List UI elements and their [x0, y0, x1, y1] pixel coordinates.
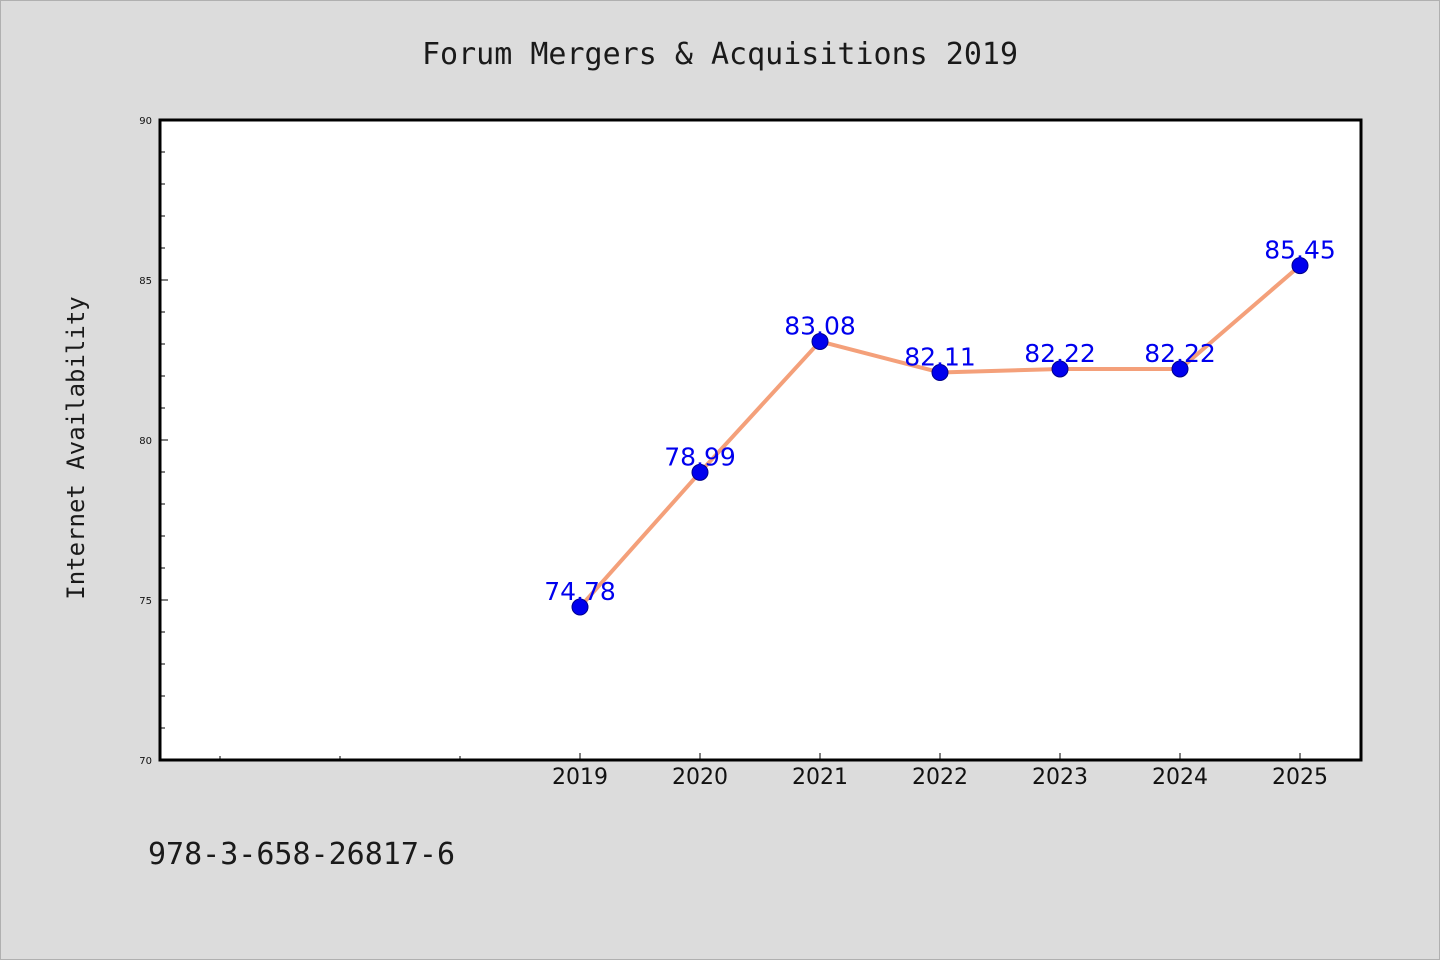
data-label: 82.22: [1144, 339, 1216, 368]
y-tick-label: 75: [139, 596, 152, 607]
x-tick-labels: 2019 2020 2021 2022 2023 2024 2025: [552, 765, 1328, 790]
footer-identifier: 978-3-658-26817-6: [148, 837, 455, 872]
data-labels-layer: 74.78 78.99 83.08 82.11 82.22 82.22 85.45: [544, 236, 1336, 606]
data-label: 83.08: [784, 311, 856, 340]
x-tick-label: 2021: [792, 765, 848, 790]
data-label: 74.78: [544, 577, 616, 606]
data-point: [811, 332, 829, 350]
x-tick-label: 2025: [1272, 765, 1328, 790]
chart-title: Forum Mergers & Acquisitions 2019: [422, 37, 1018, 72]
y-axis-label: Internet Availability: [62, 296, 90, 599]
x-tick-label: 2022: [912, 765, 968, 790]
data-point: [571, 598, 589, 616]
data-point: [691, 463, 709, 481]
y-tick-label: 80: [139, 436, 152, 447]
axis-ticks: [160, 119, 1301, 761]
y-tick-label: 70: [139, 756, 152, 767]
y-tick-labels: 70 75 80 85 90: [139, 116, 152, 767]
data-label: 78.99: [664, 442, 736, 471]
y-tick-label: 90: [139, 116, 152, 127]
x-tick-label: 2020: [672, 765, 728, 790]
x-tick-label: 2023: [1032, 765, 1088, 790]
data-label: 85.45: [1264, 236, 1336, 265]
plot-area: [158, 118, 1363, 762]
data-point: [1291, 257, 1309, 275]
x-tick-label: 2019: [552, 765, 608, 790]
markers-layer: [571, 257, 1309, 616]
data-point: [931, 363, 949, 381]
data-point: [1051, 360, 1069, 378]
x-tick-label: 2024: [1152, 765, 1208, 790]
y-tick-label: 85: [139, 276, 152, 287]
data-label: 82.22: [1024, 339, 1096, 368]
data-label: 82.11: [904, 342, 976, 371]
data-point: [1171, 360, 1189, 378]
